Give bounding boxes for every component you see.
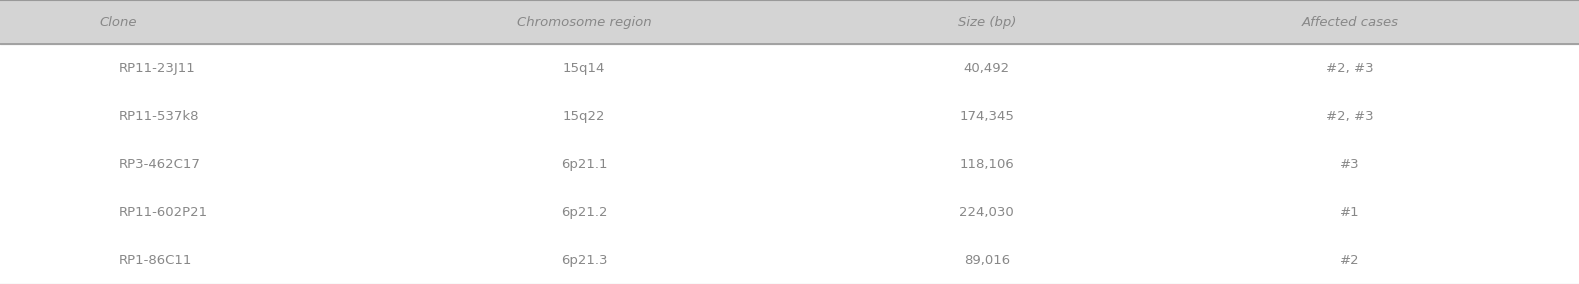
Text: 118,106: 118,106 <box>960 158 1014 170</box>
Text: Size (bp): Size (bp) <box>958 16 1015 28</box>
Bar <box>0 0 1579 44</box>
Text: RP1-86C11: RP1-86C11 <box>118 254 191 266</box>
Text: Chromosome region: Chromosome region <box>516 16 652 28</box>
Text: RP11-23J11: RP11-23J11 <box>118 62 196 74</box>
Text: 6p21.1: 6p21.1 <box>561 158 608 170</box>
Text: Clone: Clone <box>99 16 137 28</box>
Text: 6p21.2: 6p21.2 <box>561 206 608 218</box>
Text: 174,345: 174,345 <box>960 110 1014 122</box>
Text: 89,016: 89,016 <box>963 254 1011 266</box>
Text: 6p21.3: 6p21.3 <box>561 254 608 266</box>
Text: 40,492: 40,492 <box>963 62 1011 74</box>
Text: #3: #3 <box>1341 158 1360 170</box>
Text: RP11-602P21: RP11-602P21 <box>118 206 207 218</box>
Text: 15q14: 15q14 <box>564 62 605 74</box>
Text: #2: #2 <box>1341 254 1360 266</box>
Text: #1: #1 <box>1341 206 1360 218</box>
Text: Affected cases: Affected cases <box>1301 16 1399 28</box>
Text: #2, #3: #2, #3 <box>1326 110 1374 122</box>
Text: 15q22: 15q22 <box>564 110 605 122</box>
Text: 224,030: 224,030 <box>960 206 1014 218</box>
Text: RP3-462C17: RP3-462C17 <box>118 158 201 170</box>
Text: #2, #3: #2, #3 <box>1326 62 1374 74</box>
Text: RP11-537k8: RP11-537k8 <box>118 110 199 122</box>
